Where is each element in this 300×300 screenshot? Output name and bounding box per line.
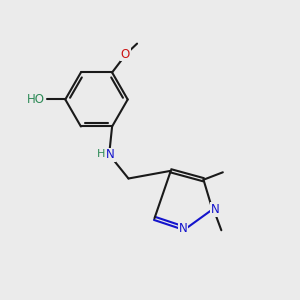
Text: H: H — [97, 149, 105, 159]
Text: N: N — [106, 148, 115, 161]
Text: N: N — [179, 222, 188, 235]
Text: N: N — [210, 203, 219, 216]
Text: O: O — [121, 48, 130, 61]
Text: HO: HO — [26, 93, 44, 106]
